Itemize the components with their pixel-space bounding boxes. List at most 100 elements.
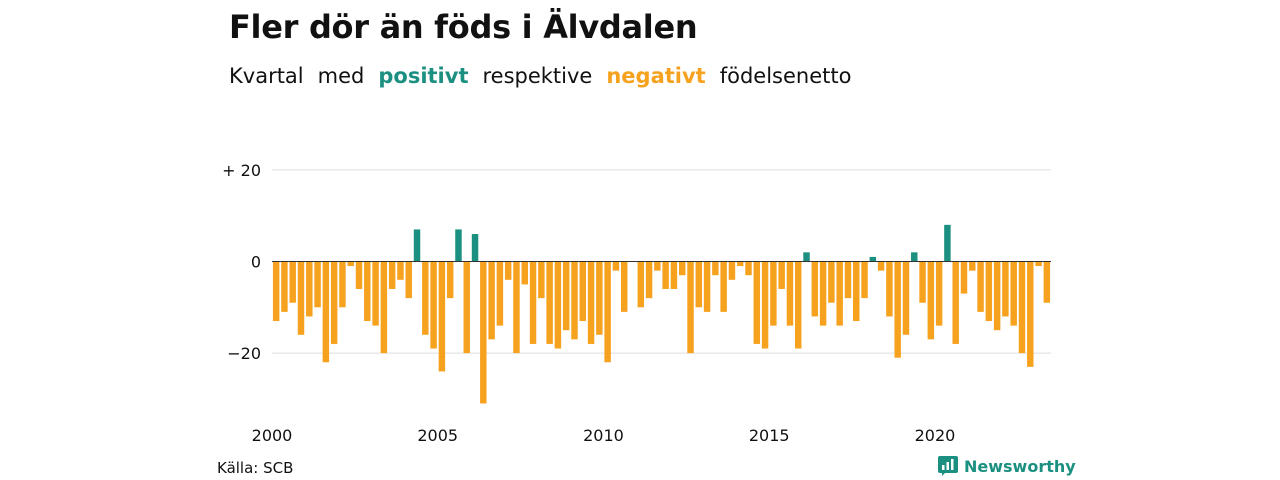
bar [778,261,785,289]
subtitle-word: med [317,64,365,88]
bar [753,261,761,344]
bar [944,224,951,262]
subtitle-word: Kvartal [229,64,304,88]
bar [322,261,330,363]
bar [795,261,802,349]
x-tick-label: 2010 [583,426,624,445]
bar [712,261,719,276]
bar [861,261,868,299]
bar [289,261,296,303]
bar [728,261,736,280]
bar [828,261,835,303]
bar [1043,261,1051,303]
bar [496,261,504,326]
bar [761,261,769,349]
bar [836,261,843,326]
subtitle-word: födelsenetto [719,64,852,88]
bar [538,261,545,299]
bar [272,261,280,322]
bar [736,261,744,267]
newsworthy-logo-icon [938,456,958,476]
bar [654,261,661,271]
bar [546,261,553,344]
bar [645,261,653,299]
bar [587,261,595,344]
bar [894,261,901,358]
bar [853,261,860,322]
bar [471,234,479,262]
bar [811,261,819,317]
bar [952,261,959,344]
bar [687,261,694,354]
chart-subtitle: Kvartal med positivt respektive negativt föde… [229,64,865,88]
bar [985,261,993,322]
bar [1027,261,1034,367]
x-tick-label: 2000 [252,426,293,445]
bar [306,261,313,317]
legend-negative-label: negativt [606,64,706,88]
bar [446,261,454,299]
bar [869,256,877,262]
bar [380,261,388,354]
y-tick-label: + 20 [222,161,261,180]
bar [579,261,587,322]
bar [620,261,628,312]
bar [612,261,620,271]
bar [488,261,495,340]
bar [571,261,578,340]
bar [463,261,470,354]
bar [803,252,810,262]
bar [596,261,603,335]
brand-name: Newsworthy [964,456,1076,476]
bar [529,261,537,344]
bar [844,261,852,299]
bar [960,261,968,294]
bar [819,261,827,326]
bar [438,261,446,372]
bar [513,261,520,354]
bar [422,261,429,335]
subtitle-word: respektive [482,64,593,88]
bar [745,261,752,276]
bar [919,261,926,303]
x-tick-label: 2020 [915,426,956,445]
legend-positive-label: positivt [378,64,469,88]
bar [330,261,338,344]
bar [786,261,794,326]
bar [1035,261,1042,267]
bar [927,261,935,340]
bar [339,261,346,308]
bar [935,261,943,326]
bar [604,261,611,363]
bar [413,229,421,262]
bar [1002,261,1009,317]
y-tick-label: −20 [227,344,261,363]
bar [703,261,711,312]
bar [662,261,669,289]
bar [562,261,570,331]
bar [720,261,727,312]
bar [770,261,777,326]
bar [993,261,1001,331]
bar [695,261,703,308]
x-tick-label: 2015 [749,426,790,445]
bar [670,261,678,289]
x-tick-label: 2005 [417,426,458,445]
bar [397,261,404,280]
bar [1018,261,1026,354]
bar [911,252,918,262]
bar [637,261,645,308]
bar [405,261,412,299]
bar [521,261,528,285]
bar [347,261,354,267]
y-tick-label: 0 [251,253,261,272]
bar [977,261,984,312]
source-note: Källa: SCB [217,459,294,477]
bar [678,261,686,276]
bar [297,261,305,335]
bar [355,261,363,289]
bar [430,261,437,349]
bar [554,261,562,349]
bar [902,261,910,335]
